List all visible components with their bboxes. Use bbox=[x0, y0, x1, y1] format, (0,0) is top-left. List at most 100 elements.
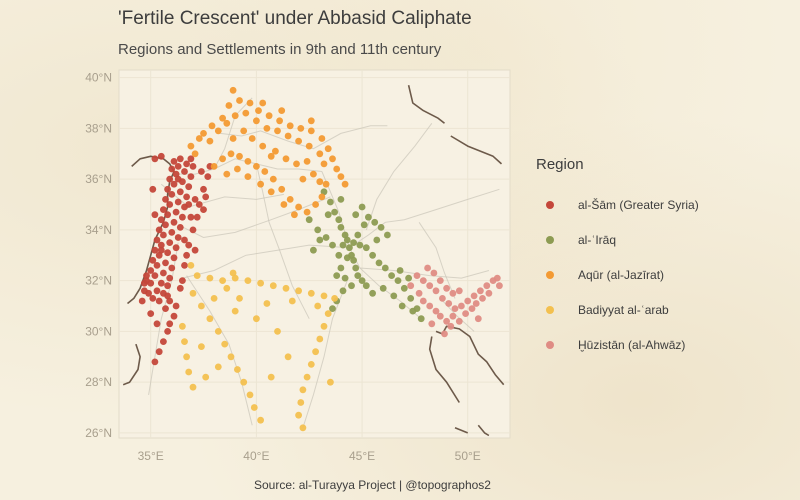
settlement-point-sham bbox=[181, 262, 188, 269]
coast-line bbox=[450, 135, 503, 165]
settlement-point-sham bbox=[183, 251, 191, 259]
settlement-point-aqur bbox=[278, 107, 286, 114]
settlement-point-aqur bbox=[219, 114, 227, 122]
settlement-point-badiyyat bbox=[206, 274, 214, 282]
settlement-point-aqur bbox=[310, 170, 317, 178]
settlement-point-sham bbox=[187, 173, 195, 181]
legend-swatch bbox=[546, 270, 554, 279]
settlement-point-badiyyat bbox=[331, 295, 338, 302]
settlement-point-huzistan bbox=[445, 300, 453, 307]
settlement-point-huzistan bbox=[472, 300, 480, 307]
settlement-point-aqur bbox=[257, 180, 264, 188]
settlement-point-aqur bbox=[261, 168, 269, 175]
route-line bbox=[365, 123, 433, 231]
settlement-point-iraq bbox=[335, 251, 343, 259]
settlement-point-huzistan bbox=[479, 295, 486, 302]
settlement-point-badiyyat bbox=[295, 411, 302, 419]
settlement-point-aqur bbox=[263, 124, 271, 132]
settlement-point-sham bbox=[138, 297, 146, 305]
settlement-point-sham bbox=[160, 206, 167, 214]
x-axis-ticks: 35°E 40°E 45°E 50°E bbox=[138, 449, 481, 463]
coast-line bbox=[428, 336, 460, 403]
settlement-point-sham bbox=[168, 165, 176, 173]
settlement-point-iraq bbox=[335, 216, 343, 224]
settlement-point-aqur bbox=[305, 142, 313, 150]
y-tick-label: 38°N bbox=[85, 121, 112, 135]
settlement-point-iraq bbox=[356, 241, 364, 249]
settlement-point-aqur bbox=[259, 142, 267, 150]
settlement-point-sham bbox=[151, 358, 159, 366]
settlement-point-sham bbox=[141, 279, 148, 287]
settlement-point-aqur bbox=[307, 127, 315, 135]
settlement-point-aqur bbox=[244, 158, 252, 165]
x-tick-label: 35°E bbox=[138, 449, 164, 463]
settlement-point-sham bbox=[164, 211, 172, 219]
settlement-point-huzistan bbox=[432, 287, 440, 295]
settlement-point-huzistan bbox=[424, 264, 431, 272]
settlement-point-iraq bbox=[305, 216, 313, 224]
coast-line bbox=[477, 424, 490, 437]
legend-item-huzistan: Ḫūzistān (al-Ahwāz) bbox=[536, 327, 776, 362]
settlement-point-iraq bbox=[339, 241, 347, 249]
settlement-point-aqur bbox=[312, 201, 319, 208]
settlement-point-sham bbox=[172, 244, 180, 252]
x-tick-label: 40°E bbox=[243, 449, 269, 463]
settlement-point-iraq bbox=[362, 244, 370, 252]
settlement-point-sham bbox=[168, 229, 176, 236]
legend-label: Ḫūzistān (al-Ahwāz) bbox=[578, 337, 686, 352]
settlement-point-aqur bbox=[214, 127, 222, 135]
settlement-point-aqur bbox=[265, 112, 273, 120]
settlement-point-badiyyat bbox=[299, 424, 307, 432]
settlement-point-sham bbox=[176, 284, 184, 292]
route-line bbox=[302, 280, 348, 428]
settlement-point-badiyyat bbox=[307, 361, 315, 368]
settlement-point-sham bbox=[151, 211, 159, 219]
settlement-point-aqur bbox=[187, 142, 195, 150]
settlement-point-sham bbox=[172, 302, 180, 310]
settlement-point-badiyyat bbox=[320, 322, 328, 330]
settlement-point-sham bbox=[174, 198, 182, 206]
settlement-point-sham bbox=[147, 310, 155, 317]
settlement-point-iraq bbox=[417, 315, 425, 323]
settlement-point-badiyyat bbox=[214, 363, 222, 371]
coast-line bbox=[454, 427, 468, 434]
settlement-point-aqur bbox=[324, 145, 332, 153]
settlement-point-sham bbox=[166, 320, 174, 328]
settlement-point-sham bbox=[157, 216, 165, 224]
settlement-point-sham bbox=[162, 221, 169, 229]
legend-label: Badiyyat al-ʿarab bbox=[578, 302, 669, 317]
settlement-point-badiyyat bbox=[284, 353, 292, 361]
settlement-point-aqur bbox=[267, 152, 275, 160]
settlement-point-badiyyat bbox=[269, 282, 277, 290]
settlement-point-aqur bbox=[341, 180, 349, 188]
route-line bbox=[418, 222, 456, 299]
settlement-point-iraq bbox=[329, 241, 336, 249]
y-tick-label: 32°N bbox=[85, 274, 112, 288]
settlement-point-sham bbox=[160, 231, 167, 239]
legend-title: Region bbox=[536, 156, 584, 173]
settlement-point-sham bbox=[179, 213, 186, 221]
settlement-point-badiyyat bbox=[198, 302, 205, 310]
legend: Region al-Šām (Greater Syria) al-ʿIrāq A… bbox=[536, 156, 776, 362]
settlement-point-iraq bbox=[388, 272, 395, 279]
settlement-point-iraq bbox=[373, 236, 381, 244]
settlement-point-badiyyat bbox=[303, 373, 311, 381]
settlement-point-iraq bbox=[360, 221, 368, 229]
settlement-point-iraq bbox=[400, 284, 408, 292]
settlement-point-badiyyat bbox=[274, 328, 281, 335]
settlement-point-sham bbox=[166, 239, 174, 247]
settlement-point-iraq bbox=[384, 231, 391, 239]
settlement-point-badiyyat bbox=[185, 368, 193, 376]
legend-item-sham: al-Šām (Greater Syria) bbox=[536, 187, 776, 222]
settlement-point-huzistan bbox=[493, 274, 501, 282]
settlement-point-badiyyat bbox=[327, 378, 334, 386]
settlement-point-sham bbox=[198, 168, 205, 175]
settlement-point-badiyyat bbox=[183, 353, 191, 361]
settlement-point-huzistan bbox=[430, 269, 438, 277]
settlement-point-aqur bbox=[229, 135, 237, 142]
settlement-point-sham bbox=[155, 348, 163, 356]
settlement-point-huzistan bbox=[439, 295, 446, 302]
settlement-point-aqur bbox=[333, 165, 341, 173]
settlement-point-iraq bbox=[398, 302, 406, 310]
settlement-point-badiyyat bbox=[316, 335, 324, 343]
